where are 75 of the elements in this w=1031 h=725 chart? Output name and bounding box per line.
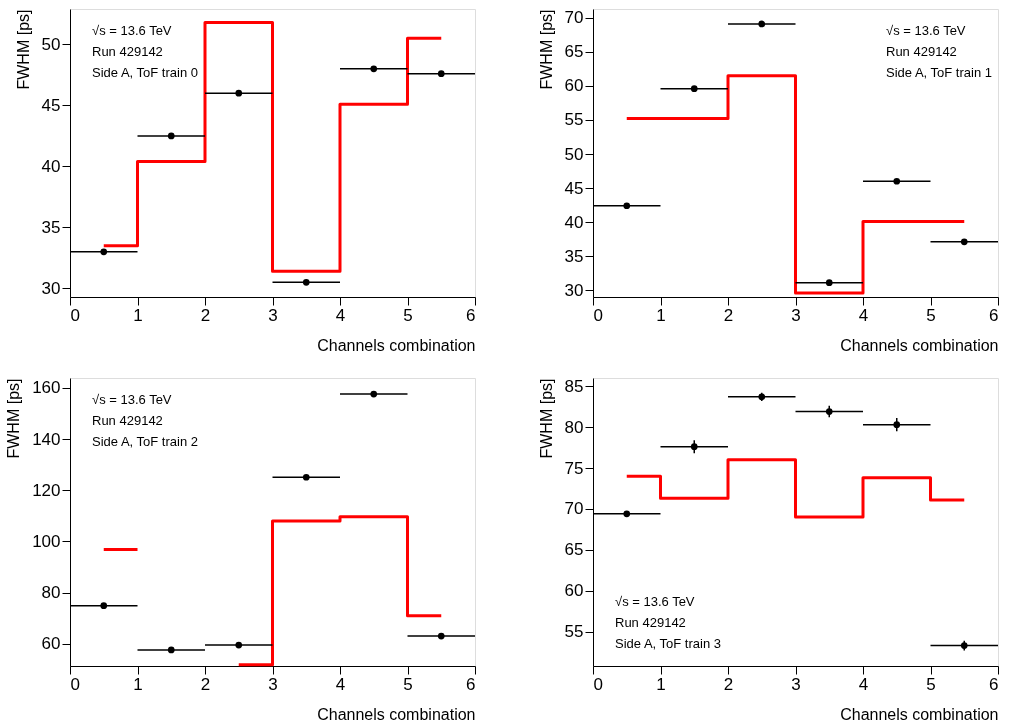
x-tick-label: 4 — [335, 674, 346, 694]
annotation: Run 429142 — [92, 413, 163, 428]
annotation: Side A, ToF train 3 — [615, 636, 721, 651]
y-tick-label: 50 — [41, 34, 61, 54]
x-tick-label: 1 — [656, 305, 666, 325]
y-tick-label: 60 — [564, 76, 584, 96]
x-tick-label: 4 — [858, 674, 869, 694]
annotation: Side A, ToF train 0 — [92, 65, 198, 80]
x-tick-label: 2 — [723, 305, 734, 325]
annotation: Run 429142 — [886, 44, 957, 59]
x-tick-label: 0 — [70, 305, 80, 325]
x-tick-label: 6 — [989, 305, 999, 325]
x-tick-label: 5 — [403, 305, 413, 325]
x-tick-label: 3 — [268, 305, 278, 325]
x-tick-label: 6 — [466, 305, 476, 325]
x-axis-title: Channels combination — [840, 705, 999, 723]
y-tick-label: 35 — [41, 217, 61, 237]
y-tick-label: 55 — [564, 110, 584, 130]
x-tick-label: 2 — [200, 305, 211, 325]
annotation: Side A, ToF train 1 — [886, 65, 992, 80]
y-axis-title: FWHM [ps] — [537, 378, 555, 459]
y-tick-label: 80 — [41, 583, 61, 603]
x-axis-title: Channels combination — [317, 705, 476, 723]
x-axis-title: Channels combination — [840, 336, 999, 354]
y-tick-label: 60 — [564, 581, 584, 601]
x-tick-label: 6 — [466, 674, 476, 694]
y-tick-label: 50 — [564, 144, 584, 164]
y-tick-label: 40 — [41, 156, 61, 176]
annotation: √s = 13.6 TeV — [615, 594, 695, 609]
y-tick-label: 80 — [564, 417, 584, 437]
x-tick-label: 6 — [989, 674, 999, 694]
y-tick-label: 45 — [564, 178, 584, 198]
x-tick-label: 4 — [858, 305, 869, 325]
x-tick-label: 1 — [133, 305, 143, 325]
y-tick-label: 70 — [564, 8, 584, 28]
x-tick-label: 0 — [593, 305, 603, 325]
x-tick-label: 1 — [656, 674, 666, 694]
x-tick-label: 1 — [133, 674, 143, 694]
y-axis-title: FWHM [ps] — [5, 378, 23, 459]
x-tick-label: 3 — [268, 674, 278, 694]
x-tick-label: 5 — [926, 674, 936, 694]
x-tick-label: 4 — [335, 305, 346, 325]
x-tick-label: 2 — [200, 674, 211, 694]
x-tick-label: 3 — [791, 305, 801, 325]
y-tick-label: 65 — [564, 540, 584, 560]
y-tick-label: 120 — [32, 480, 61, 500]
y-tick-label: 55 — [564, 622, 584, 642]
annotation: √s = 13.6 TeV — [92, 23, 172, 38]
y-tick-label: 45 — [41, 95, 61, 115]
x-tick-label: 0 — [70, 674, 80, 694]
y-tick-label: 60 — [41, 634, 61, 654]
annotation: Run 429142 — [615, 615, 686, 630]
y-tick-label: 75 — [564, 458, 584, 478]
x-axis-title: Channels combination — [317, 336, 476, 354]
x-tick-label: 0 — [593, 674, 603, 694]
x-tick-label: 5 — [926, 305, 936, 325]
x-tick-label: 5 — [403, 674, 413, 694]
annotation: √s = 13.6 TeV — [886, 23, 966, 38]
x-tick-label: 2 — [723, 674, 734, 694]
y-tick-label: 140 — [32, 429, 61, 449]
y-tick-label: 100 — [32, 531, 61, 551]
x-tick-label: 3 — [791, 674, 801, 694]
y-tick-label: 85 — [564, 376, 584, 396]
y-tick-label: 30 — [41, 278, 61, 298]
y-axis-title: FWHM [ps] — [537, 9, 555, 90]
y-tick-label: 70 — [564, 499, 584, 519]
y-axis-title: FWHM [ps] — [14, 9, 32, 90]
annotation: Side A, ToF train 2 — [92, 434, 198, 449]
y-tick-label: 65 — [564, 42, 584, 62]
annotation: √s = 13.6 TeV — [92, 392, 172, 407]
y-tick-label: 35 — [564, 246, 584, 266]
y-tick-label: 30 — [564, 280, 584, 300]
y-tick-label: 40 — [564, 212, 584, 232]
annotation: Run 429142 — [92, 44, 163, 59]
y-tick-label: 160 — [32, 378, 61, 398]
